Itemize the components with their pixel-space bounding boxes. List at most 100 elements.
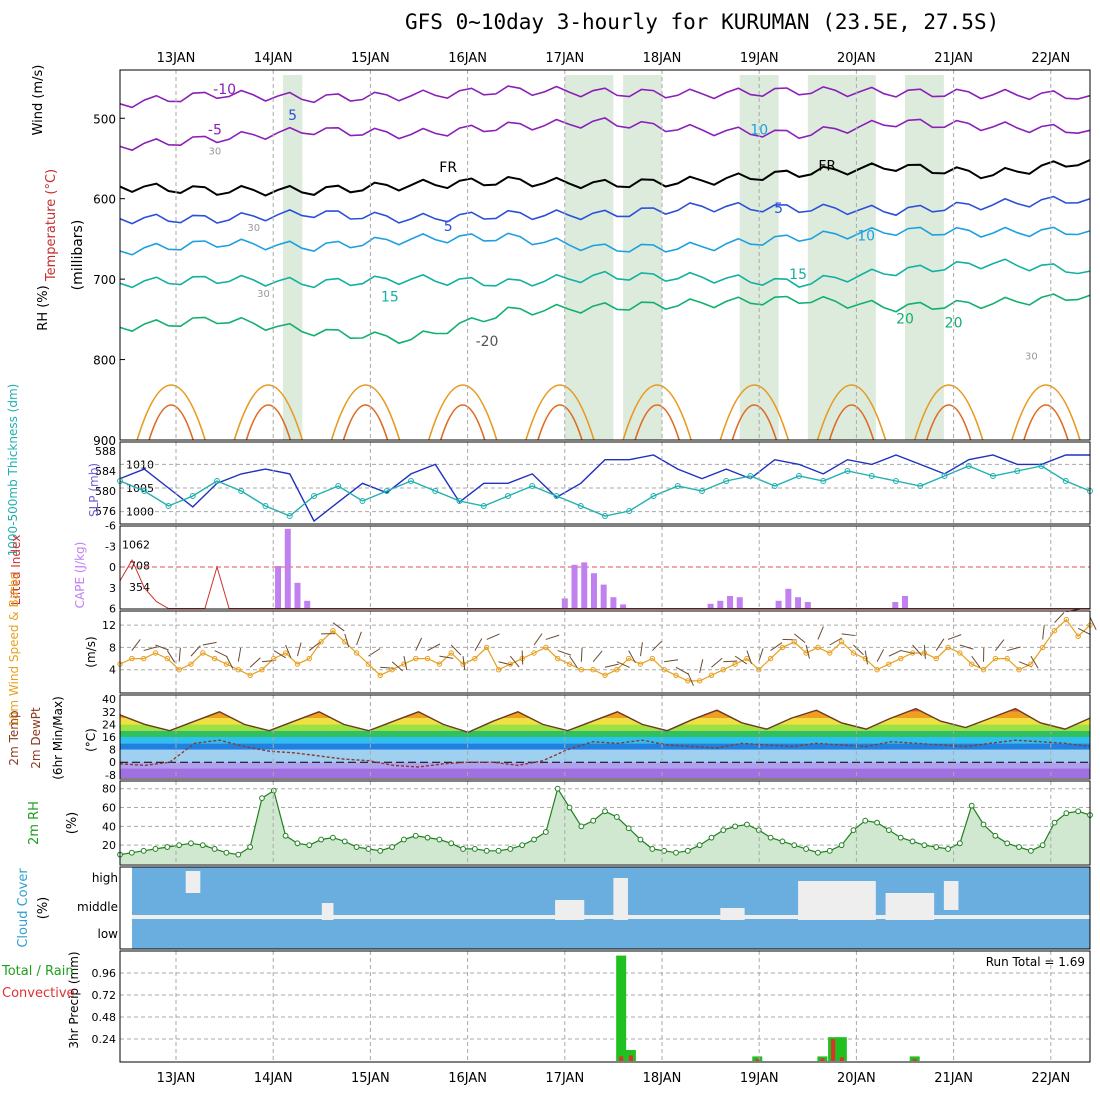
wind-barb [687, 672, 694, 686]
thickness-point [626, 508, 633, 514]
precip-convective-bar [820, 1058, 825, 1061]
temp-band [120, 730, 1090, 737]
y-tick-label: high [92, 871, 118, 885]
wind-speed-point [495, 667, 502, 673]
rh-point [353, 844, 360, 850]
thickness-point [335, 483, 342, 489]
wind-barb [474, 638, 483, 651]
wind-barb [249, 657, 261, 668]
rh-point [744, 821, 750, 828]
rh-point [1063, 810, 1070, 817]
contour-label: 15 [381, 290, 399, 306]
panel-frame [119, 950, 1091, 1063]
run-total: Run Total = 1.69 [986, 955, 1085, 969]
wind-speed-point [838, 639, 845, 645]
precip-total-bar [909, 1056, 920, 1061]
legend-total: Total / Rain [1, 964, 74, 979]
temp-band [120, 762, 1090, 769]
wind-speed-point [389, 667, 395, 673]
wind-barb [971, 655, 981, 668]
contour-label: 5 [774, 201, 783, 217]
y-tick-label: 900 [93, 434, 116, 448]
wind-barb [853, 644, 864, 656]
y-axis-label: SLP (mb) [87, 463, 101, 517]
y-axis-label: 1000-500mb Thickness (dm) [6, 384, 20, 557]
y-tick-label: low [98, 927, 119, 941]
temperature-contour [233, 384, 304, 441]
wind-barb [864, 650, 868, 665]
wind-speed-point [448, 650, 454, 656]
wind-barb [1030, 655, 1039, 669]
rh-point [578, 823, 585, 830]
thickness-point [529, 483, 536, 489]
rh-point [815, 849, 821, 856]
rh-point [613, 814, 620, 820]
wind-barb [1042, 625, 1045, 640]
panel-frame [119, 694, 1091, 780]
wind-speed-point [945, 644, 951, 651]
date-label-bottom: 21JAN [934, 1071, 973, 1086]
thickness-point [674, 483, 681, 489]
wind-barb [415, 637, 423, 651]
y-axis-label: CAPE (J/kg) [73, 542, 87, 609]
rh-shading [807, 75, 876, 440]
y-axis-label: (m/s) [84, 636, 98, 667]
wind-speed-point [484, 644, 490, 651]
wind-speed-point [129, 655, 135, 662]
rh-point [661, 847, 668, 854]
y-tick-label: 354 [129, 581, 150, 594]
wind-speed-point [413, 655, 419, 662]
y-axis-label: 10m Wind Speed & Barbs [7, 573, 21, 727]
rh-point [921, 842, 928, 849]
temp-band [120, 743, 1090, 750]
wind-barb [639, 642, 643, 657]
temp-band [120, 708, 1090, 712]
temperature-contour [119, 195, 1091, 225]
rh-point [318, 836, 324, 843]
wind-barb [509, 655, 520, 668]
wind-barb [356, 631, 362, 646]
wind-speed-point [436, 661, 443, 667]
temp-band [120, 724, 1090, 731]
wind-barb [604, 663, 619, 668]
cloud-block [798, 881, 876, 920]
temperature-contour [913, 384, 984, 441]
y-tick-label: -8 [105, 769, 116, 782]
wind-speed-point [306, 655, 312, 662]
wind-speed-point [1028, 661, 1034, 667]
wind-barb [296, 642, 302, 657]
wind-speed-point [708, 672, 715, 678]
temperature-contour [1023, 404, 1069, 441]
temperature-contour [119, 85, 1091, 109]
thickness-point [796, 473, 802, 479]
wind-barb [308, 641, 321, 651]
rh-point [767, 834, 774, 841]
y-tick-label: 20 [102, 839, 116, 852]
date-label-top: 17JAN [545, 51, 584, 66]
rh-point [270, 787, 277, 794]
y-tick-label: 800 [93, 354, 116, 368]
legend-convective: Convective [2, 986, 75, 1001]
wind-speed-point [815, 644, 821, 651]
wind-barb [841, 633, 856, 637]
wind-speed-point [685, 678, 691, 684]
wind-barb [450, 644, 462, 656]
thickness-point [238, 488, 245, 494]
thickness-line [119, 465, 1091, 517]
slp-line [119, 454, 1090, 523]
rh-point [306, 842, 313, 849]
cape-bar [275, 566, 282, 608]
date-label-top: 22JAN [1031, 51, 1070, 66]
panel-frame [119, 866, 1091, 950]
precip-convective-bar [755, 1059, 760, 1061]
temperature-contour [342, 404, 389, 441]
cloud-block [185, 871, 201, 893]
panel-frame [119, 441, 1091, 525]
thickness-point [965, 463, 972, 469]
precip-convective-bar [839, 1057, 844, 1061]
y-axis-label: 2m Temp [7, 710, 21, 765]
wind-barb [403, 656, 408, 670]
wind-speed-point [1051, 628, 1058, 634]
temperature-contour [119, 293, 1091, 345]
temperature-contour [537, 404, 583, 441]
